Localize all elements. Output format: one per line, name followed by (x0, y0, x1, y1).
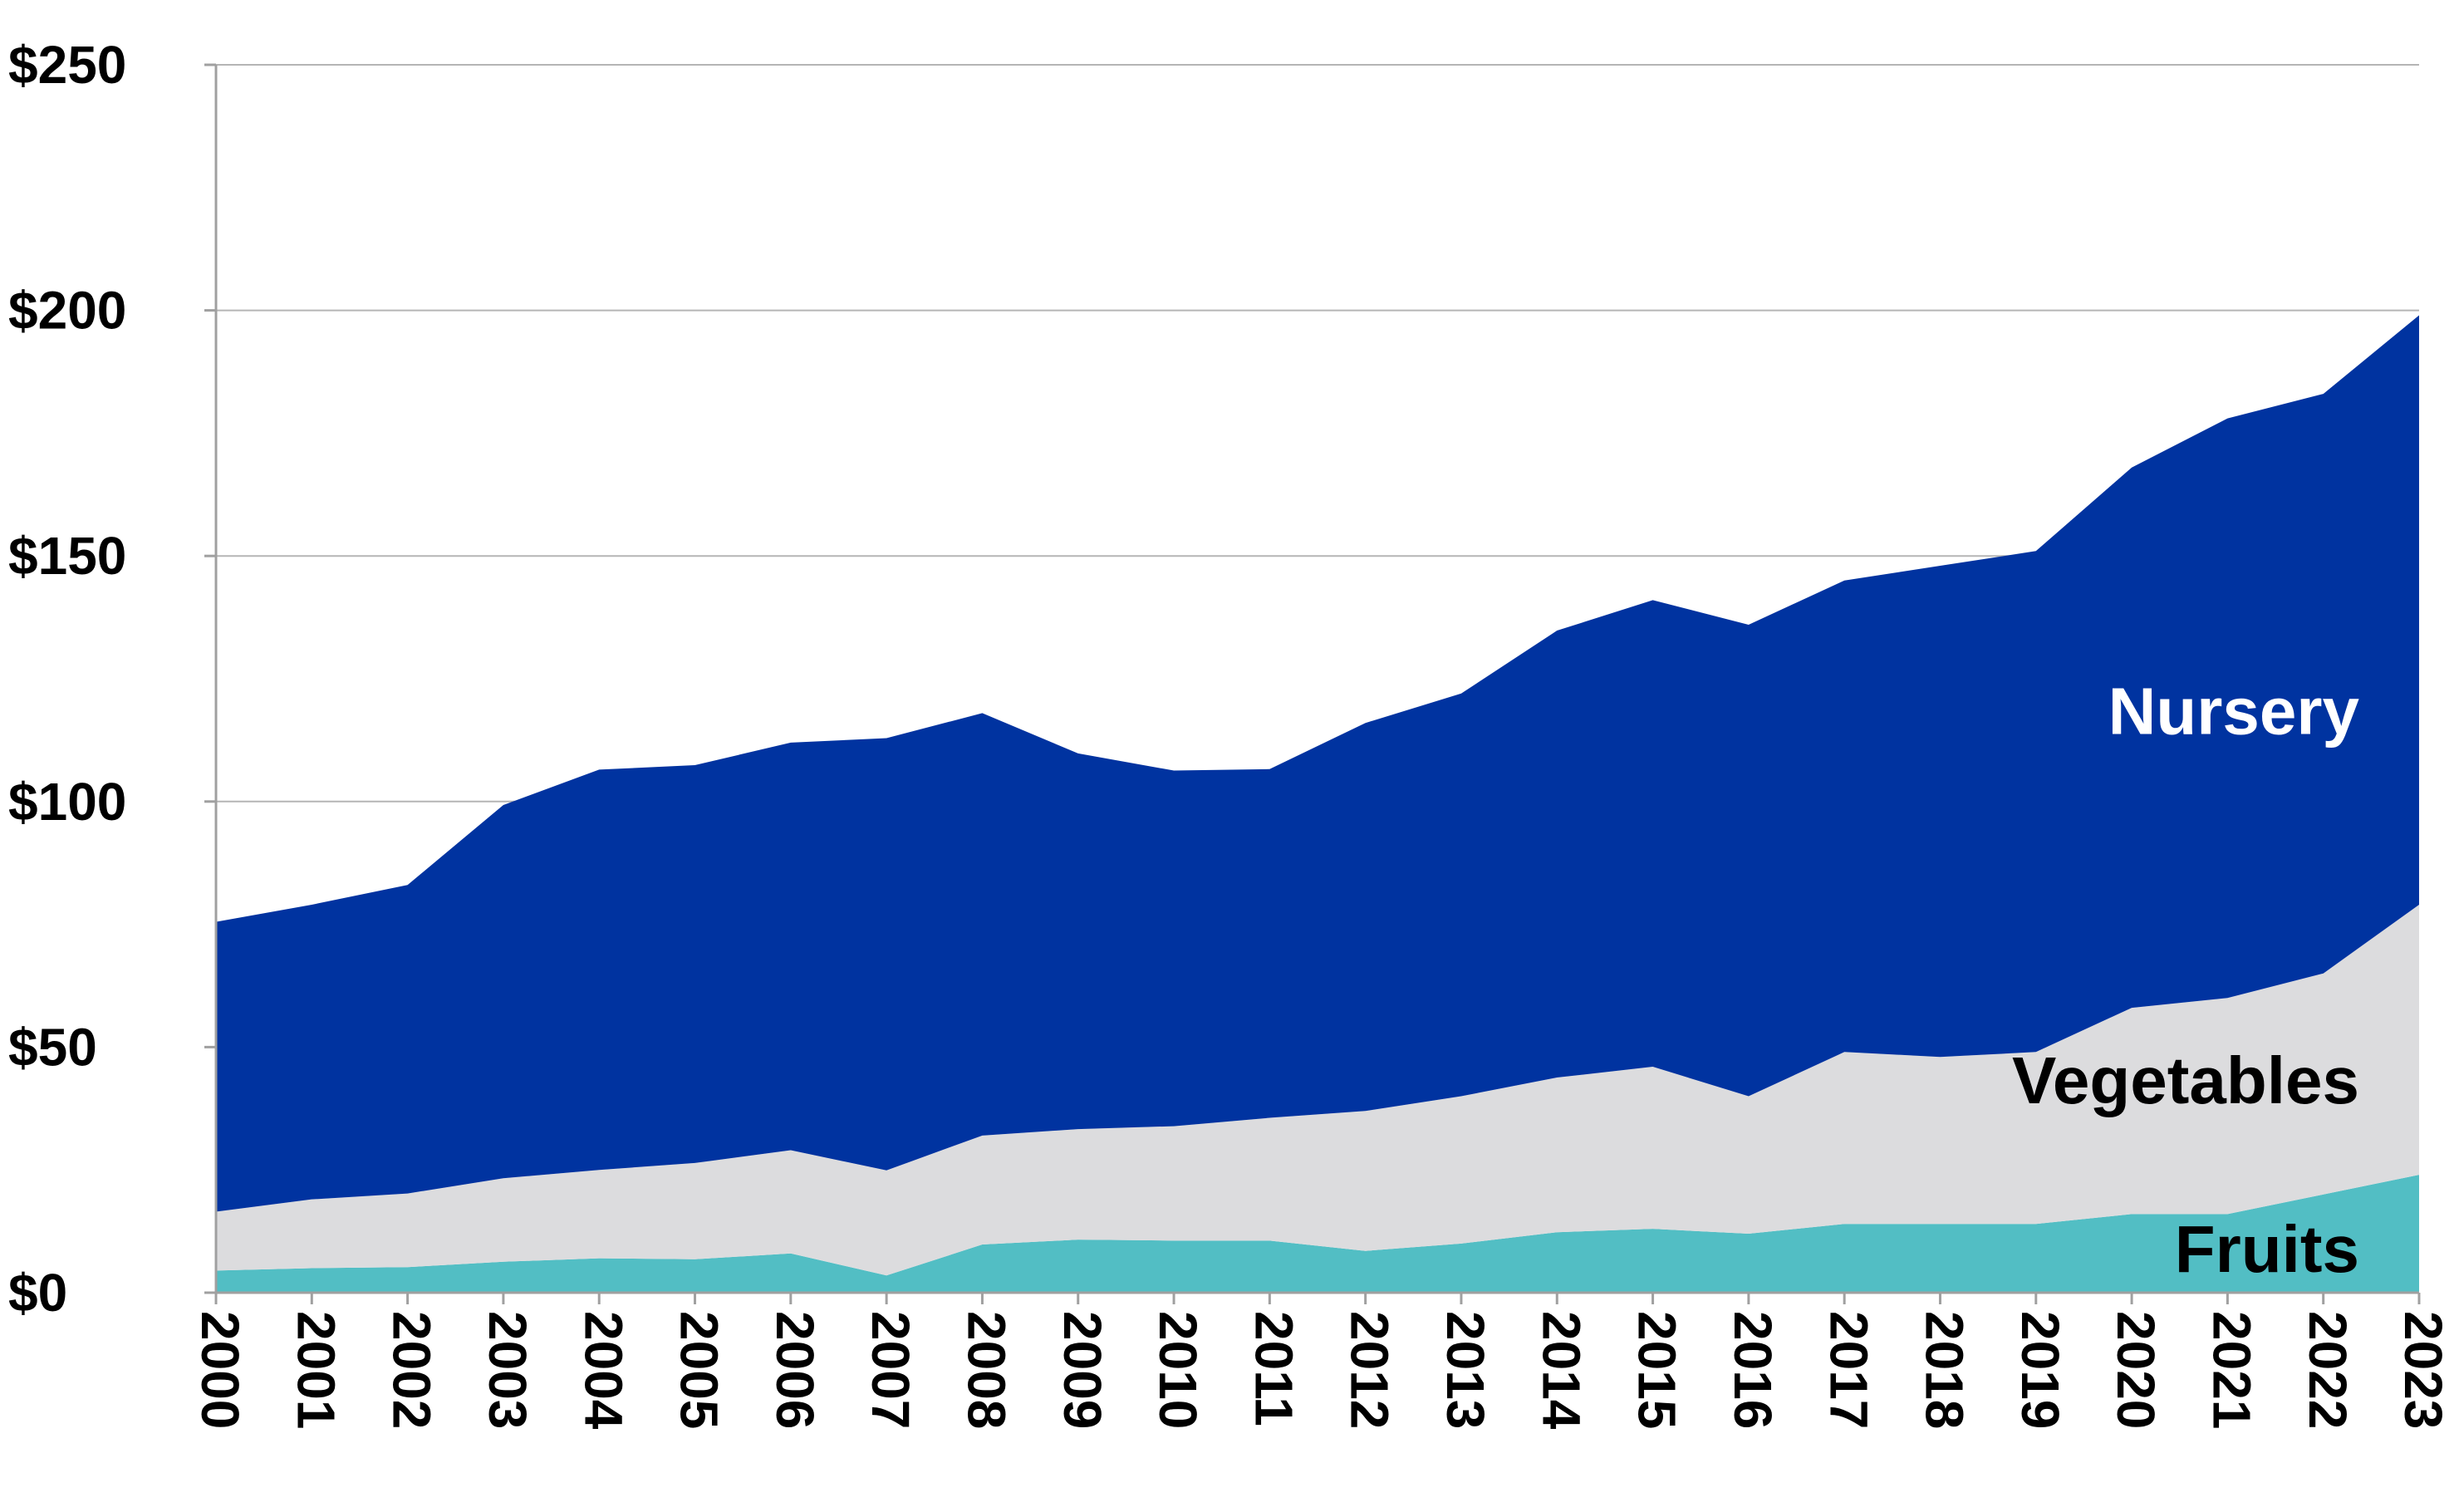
x-tick-label: 2003 (478, 1311, 537, 1429)
y-tick-label: $150 (8, 526, 126, 586)
x-tick-label: 2015 (1627, 1311, 1687, 1429)
y-tick-label: $100 (8, 772, 126, 832)
x-tick-label: 2000 (190, 1311, 250, 1429)
x-tick-label: 2009 (1053, 1311, 1112, 1429)
series-labels: Fruits Vegetables Nursery (2012, 674, 2360, 1285)
x-tick-label: 2013 (1436, 1311, 1495, 1429)
x-tick-label: 2021 (2201, 1311, 2261, 1429)
x-tick-label: 2002 (382, 1311, 442, 1429)
x-tick-label: 2020 (2106, 1311, 2166, 1429)
y-tick-label: $200 (8, 281, 126, 341)
axes (204, 63, 2421, 1304)
x-tick-label: 2007 (861, 1311, 920, 1429)
x-tick-labels: 2000 2001 2002 2003 2004 2005 2006 2007 2008 2009… (190, 1311, 2449, 1430)
x-tick-label: 2014 (1531, 1311, 1591, 1430)
x-tick-label: 2004 (573, 1311, 633, 1430)
area-fruits (216, 1175, 2419, 1293)
x-tick-label: 2023 (2393, 1311, 2449, 1429)
y-tick-labels: $0 $50 $100 $150 $200 $250 (8, 35, 126, 1323)
area-nursery (216, 315, 2419, 1212)
y-tick-label: $0 (8, 1263, 67, 1323)
series-label-nursery: Nursery (2108, 674, 2360, 748)
x-tick-label: 2010 (1148, 1311, 1208, 1429)
x-tick-label: 2006 (765, 1311, 825, 1429)
x-tick-label: 2008 (957, 1311, 1017, 1429)
x-tick-label: 2022 (2298, 1311, 2358, 1429)
x-tick-label: 2016 (1723, 1311, 1783, 1429)
x-tick-label: 2018 (1915, 1311, 1975, 1429)
x-tick-label: 2001 (286, 1311, 346, 1429)
area-vegetables (216, 904, 2419, 1276)
x-tick-label: 2019 (2010, 1311, 2070, 1429)
y-tick-label: $250 (8, 35, 126, 95)
series-label-vegetables: Vegetables (2012, 1043, 2359, 1117)
y-tick-label: $50 (8, 1017, 97, 1077)
series-label-fruits: Fruits (2175, 1212, 2359, 1286)
x-tick-label: 2017 (1818, 1311, 1878, 1429)
x-tick-label: 2011 (1244, 1311, 1303, 1426)
x-tick-label: 2005 (670, 1311, 729, 1429)
x-tick-label: 2012 (1340, 1311, 1400, 1429)
series-areas (216, 315, 2419, 1293)
